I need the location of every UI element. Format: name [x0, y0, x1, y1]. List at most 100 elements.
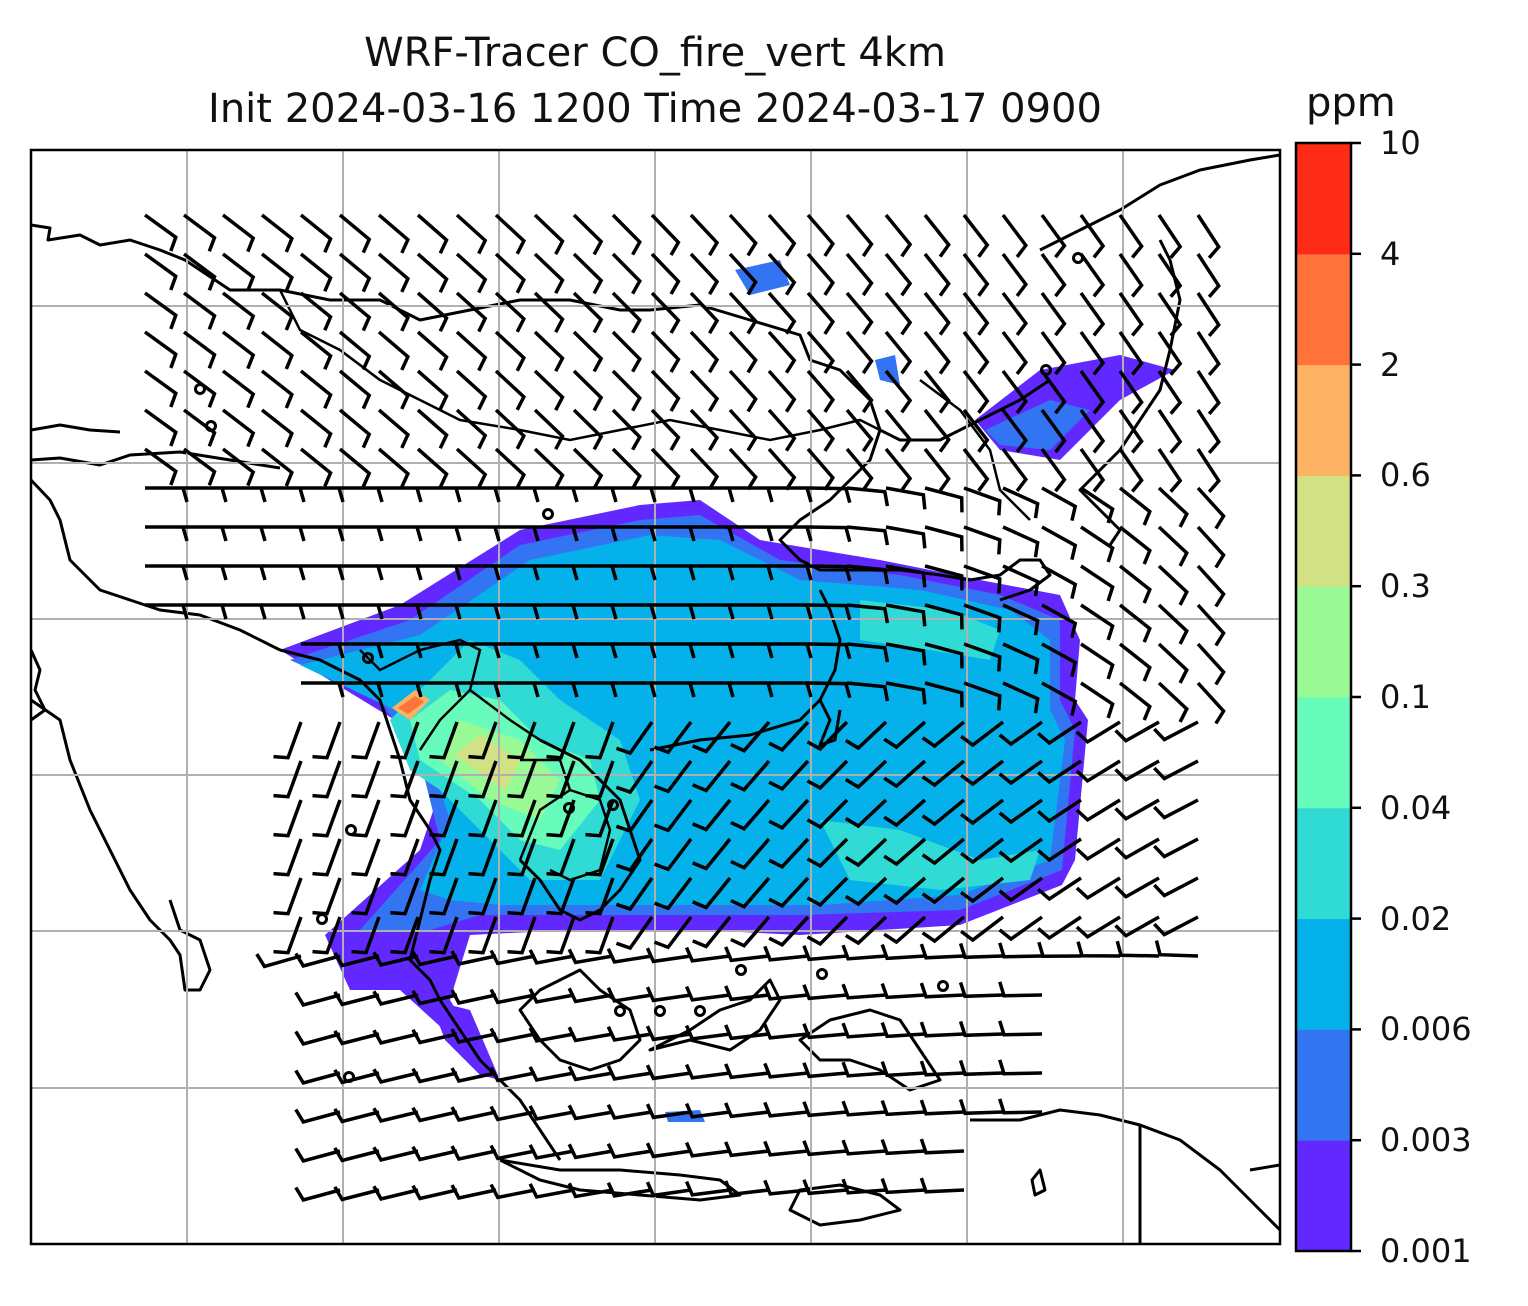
wind-barb [468, 721, 498, 760]
wind-barb [457, 642, 501, 659]
plume-patch-north-3 [985, 400, 1090, 450]
wind-barb [807, 681, 852, 699]
wind-barb [455, 252, 488, 294]
wind-barb [1157, 564, 1189, 606]
wind-barb [1153, 876, 1199, 898]
colorbar-tick-label: 0.6 [1380, 456, 1431, 495]
wind-barb [450, 1106, 497, 1122]
wind-barbs [143, 213, 1226, 1202]
wind-barb [377, 291, 411, 332]
wind-barb [684, 1063, 731, 1080]
wind-barb [312, 799, 342, 838]
wind-barb [728, 408, 758, 452]
wind-barb [333, 952, 380, 968]
wind-barb [613, 486, 657, 503]
wind-barb [802, 1140, 848, 1157]
wind-barb [1001, 408, 1029, 454]
wind-barb [1040, 369, 1067, 415]
wind-barb [333, 1147, 380, 1163]
wind-barb [606, 986, 653, 1003]
wind-barb [223, 486, 267, 503]
wind-barb [645, 1103, 692, 1120]
wind-barb [769, 564, 813, 581]
wind-barb [763, 1023, 809, 1040]
wind-barb [143, 447, 178, 486]
wind-barb [606, 1064, 653, 1081]
wind-barb [223, 603, 267, 620]
wind-barb [1080, 525, 1115, 563]
wind-barb [615, 915, 654, 951]
wind-barb [998, 1020, 1043, 1037]
wind-barb [650, 447, 681, 490]
wind-barb [372, 1146, 419, 1162]
wind-barb [1002, 681, 1040, 714]
wind-barb [960, 837, 1005, 865]
wind-barb [613, 603, 657, 620]
wind-barb [606, 1142, 653, 1159]
wind-barb [730, 759, 771, 792]
wind-barb [535, 642, 579, 659]
wind-barb [299, 408, 333, 449]
wind-barb [572, 330, 604, 373]
wind-barb [1037, 759, 1082, 785]
wind-barb [351, 877, 381, 916]
wind-barb [1080, 642, 1115, 680]
wind-barb [846, 564, 890, 585]
wind-barb [299, 330, 333, 371]
wind-barb [1002, 603, 1040, 636]
wind-barb [606, 1025, 653, 1042]
wind-barb [1157, 331, 1183, 376]
wind-barb [650, 213, 681, 256]
wind-barb [496, 525, 540, 542]
wind-barb [923, 447, 951, 492]
wind-barb [535, 564, 579, 581]
plume-patch-north-1 [735, 260, 790, 295]
wind-barb [411, 1067, 458, 1084]
wind-barb [653, 759, 693, 794]
map-title-line1: WRF-Tracer CO_fire_vert 4km [364, 30, 946, 76]
wind-barb [221, 291, 256, 331]
wind-barb [585, 799, 615, 838]
wind-barb [845, 408, 874, 453]
wind-barb [728, 291, 758, 335]
wind-barb [496, 486, 540, 503]
wind-barb [1118, 409, 1144, 454]
wind-barb [884, 252, 913, 297]
wind-barb [884, 330, 913, 375]
wind-barb [574, 486, 618, 503]
wind-barb [730, 681, 774, 698]
wind-barb [883, 915, 927, 945]
wind-barb [418, 564, 462, 581]
wind-barb [1157, 370, 1183, 415]
wind-barb [1075, 876, 1121, 901]
wind-barb [338, 447, 372, 488]
wind-barb [301, 486, 345, 503]
wind-barb [379, 681, 423, 698]
wind-barb [652, 642, 696, 659]
wind-barb [262, 525, 306, 542]
wind-barb [768, 837, 810, 869]
wind-barb [884, 369, 913, 414]
wind-barb [572, 369, 604, 412]
wind-barb [567, 1026, 614, 1043]
wind-barb [546, 916, 576, 955]
wind-barb [921, 798, 966, 827]
wind-barb [312, 838, 342, 877]
wind-barb [806, 837, 849, 869]
wind-barb [340, 564, 384, 581]
wind-barb [692, 876, 732, 910]
wind-barb [1118, 292, 1144, 337]
wind-barb [1153, 720, 1199, 742]
wind-barb [262, 603, 306, 620]
wind-barb [507, 838, 537, 877]
plume-level-2 [398, 696, 424, 714]
wind-barb [1079, 291, 1106, 337]
wind-barb [1196, 409, 1221, 454]
wind-barb [807, 525, 852, 543]
wind-barb [546, 877, 576, 916]
wind-barb [468, 877, 498, 916]
wind-barb [1040, 408, 1067, 454]
wind-barb [1002, 525, 1040, 558]
wind-barb [455, 369, 488, 411]
wind-barb [615, 759, 654, 795]
